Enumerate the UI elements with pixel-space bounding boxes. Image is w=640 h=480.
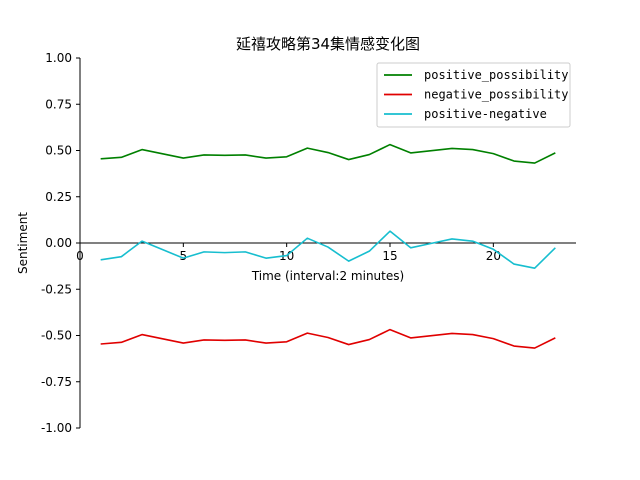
y-axis-ticks: 1.00 0.75 0.50 0.25 0.00 -0.25 -0.50 -0.75 -1.00 (41, 51, 80, 435)
y-tick-label: 0.50 (45, 144, 72, 158)
y-tick-label: 0.25 (45, 190, 72, 204)
x-axis-label: Time (interval:2 minutes) (251, 269, 404, 283)
x-tick-label: 20 (486, 249, 501, 263)
x-tick-label: 15 (382, 249, 397, 263)
legend-label: positive_possibility (424, 68, 569, 82)
y-tick-label: -0.75 (41, 375, 72, 389)
y-tick-label: 1.00 (45, 51, 72, 65)
y-tick-label: 0.00 (45, 236, 72, 250)
legend-label: positive-negative (424, 107, 547, 121)
y-tick-label: -0.25 (41, 282, 72, 296)
legend-label: negative_possibility (424, 88, 569, 102)
y-axis-label: Sentiment (16, 212, 30, 274)
series-line-negative_possibility (100, 328, 556, 349)
y-tick-label: 0.75 (45, 97, 72, 111)
series-line-positive_possibility (100, 143, 556, 164)
y-tick-label: -1.00 (41, 421, 72, 435)
series-line-positive-negative (100, 230, 556, 269)
chart-title: 延禧攻略第34集情感变化图 (236, 35, 420, 53)
y-tick-label: -0.50 (41, 329, 72, 343)
legend: positive_possibility negative_possibility… (376, 62, 571, 128)
series-layer (100, 143, 556, 349)
x-tick-label: 5 (180, 249, 188, 263)
x-tick-label: 0 (76, 249, 84, 263)
legend-frame (376, 62, 571, 128)
